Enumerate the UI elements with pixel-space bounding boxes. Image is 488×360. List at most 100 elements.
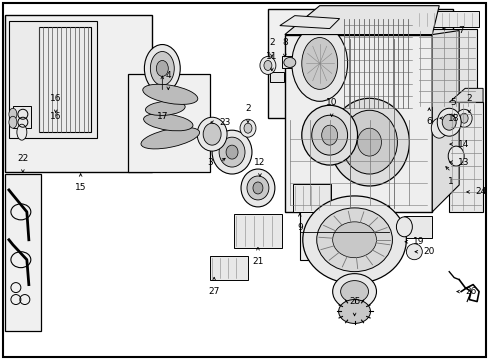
Text: 13: 13: [457, 158, 468, 167]
Text: 16: 16: [50, 112, 61, 121]
Text: 22: 22: [17, 154, 28, 163]
Ellipse shape: [302, 196, 406, 284]
Text: 11: 11: [265, 52, 277, 61]
Ellipse shape: [321, 125, 337, 145]
Text: 5: 5: [449, 98, 455, 107]
Bar: [448, 102, 482, 212]
Bar: [343, 19, 412, 108]
Ellipse shape: [357, 128, 381, 156]
Text: 15: 15: [75, 183, 86, 192]
Ellipse shape: [17, 124, 27, 140]
Ellipse shape: [150, 51, 174, 85]
Text: 24: 24: [474, 188, 485, 197]
Ellipse shape: [459, 113, 467, 123]
Ellipse shape: [341, 110, 397, 174]
Ellipse shape: [219, 137, 244, 167]
Ellipse shape: [301, 105, 357, 165]
Text: 17: 17: [156, 112, 168, 121]
Ellipse shape: [260, 57, 275, 75]
Ellipse shape: [9, 116, 17, 128]
Ellipse shape: [332, 274, 376, 310]
Text: 14: 14: [457, 140, 468, 149]
Bar: [299, 205, 388, 260]
Ellipse shape: [311, 115, 347, 155]
Bar: [9, 21, 96, 138]
Ellipse shape: [156, 60, 168, 76]
Ellipse shape: [338, 300, 370, 323]
Text: 1: 1: [447, 177, 453, 186]
Bar: [416, 11, 478, 27]
Bar: [210, 256, 247, 280]
Ellipse shape: [240, 119, 255, 137]
Ellipse shape: [197, 117, 226, 151]
Ellipse shape: [396, 217, 411, 237]
Text: 18: 18: [447, 114, 459, 123]
Text: 4: 4: [165, 71, 171, 80]
Text: 21: 21: [252, 257, 263, 266]
Ellipse shape: [436, 108, 460, 136]
Ellipse shape: [246, 176, 268, 200]
Text: 7: 7: [457, 26, 463, 35]
Ellipse shape: [252, 182, 263, 194]
Text: 9: 9: [296, 223, 302, 232]
Text: 20: 20: [422, 247, 434, 256]
Ellipse shape: [212, 130, 251, 174]
Ellipse shape: [406, 244, 422, 260]
Bar: [269, 72, 283, 82]
Text: 2: 2: [268, 39, 274, 48]
Bar: [285, 35, 431, 212]
Ellipse shape: [332, 222, 376, 258]
Ellipse shape: [241, 169, 274, 207]
Ellipse shape: [329, 98, 408, 186]
Polygon shape: [279, 15, 339, 28]
Bar: [443, 156, 465, 172]
Text: 26: 26: [464, 287, 475, 296]
Polygon shape: [431, 31, 458, 212]
Text: 6: 6: [426, 117, 431, 126]
Polygon shape: [448, 88, 482, 102]
Bar: [5, 15, 152, 172]
Text: 16: 16: [50, 94, 61, 103]
Text: 2: 2: [244, 104, 250, 113]
Text: 19: 19: [412, 237, 424, 246]
Bar: [404, 216, 431, 238]
Bar: [128, 75, 210, 172]
Text: 3: 3: [207, 158, 213, 167]
Text: 10: 10: [325, 98, 337, 107]
Ellipse shape: [301, 37, 337, 89]
Ellipse shape: [244, 123, 251, 133]
Bar: [416, 28, 476, 108]
Ellipse shape: [145, 101, 185, 116]
Bar: [13, 106, 31, 128]
Ellipse shape: [225, 145, 238, 159]
Ellipse shape: [340, 280, 368, 302]
Polygon shape: [285, 6, 438, 35]
Ellipse shape: [455, 109, 471, 127]
Ellipse shape: [291, 26, 347, 101]
Bar: [234, 214, 281, 248]
Bar: [267, 9, 452, 118]
Ellipse shape: [144, 45, 180, 92]
Ellipse shape: [430, 118, 447, 138]
Ellipse shape: [141, 127, 199, 149]
Ellipse shape: [316, 208, 392, 272]
Bar: [5, 174, 41, 332]
Ellipse shape: [9, 108, 17, 120]
Text: 12: 12: [254, 158, 265, 167]
Ellipse shape: [447, 146, 463, 166]
Bar: [39, 27, 90, 132]
Bar: [292, 184, 330, 212]
Ellipse shape: [264, 60, 271, 71]
Ellipse shape: [143, 114, 193, 131]
Ellipse shape: [441, 114, 455, 130]
Bar: [281, 57, 297, 68]
Text: 25: 25: [348, 297, 360, 306]
Ellipse shape: [283, 58, 295, 67]
Text: 2: 2: [466, 94, 471, 103]
Text: 23: 23: [219, 118, 230, 127]
Text: 27: 27: [208, 287, 219, 296]
Bar: [219, 144, 226, 160]
Ellipse shape: [203, 123, 221, 145]
Text: 8: 8: [282, 39, 287, 48]
Ellipse shape: [142, 84, 197, 104]
